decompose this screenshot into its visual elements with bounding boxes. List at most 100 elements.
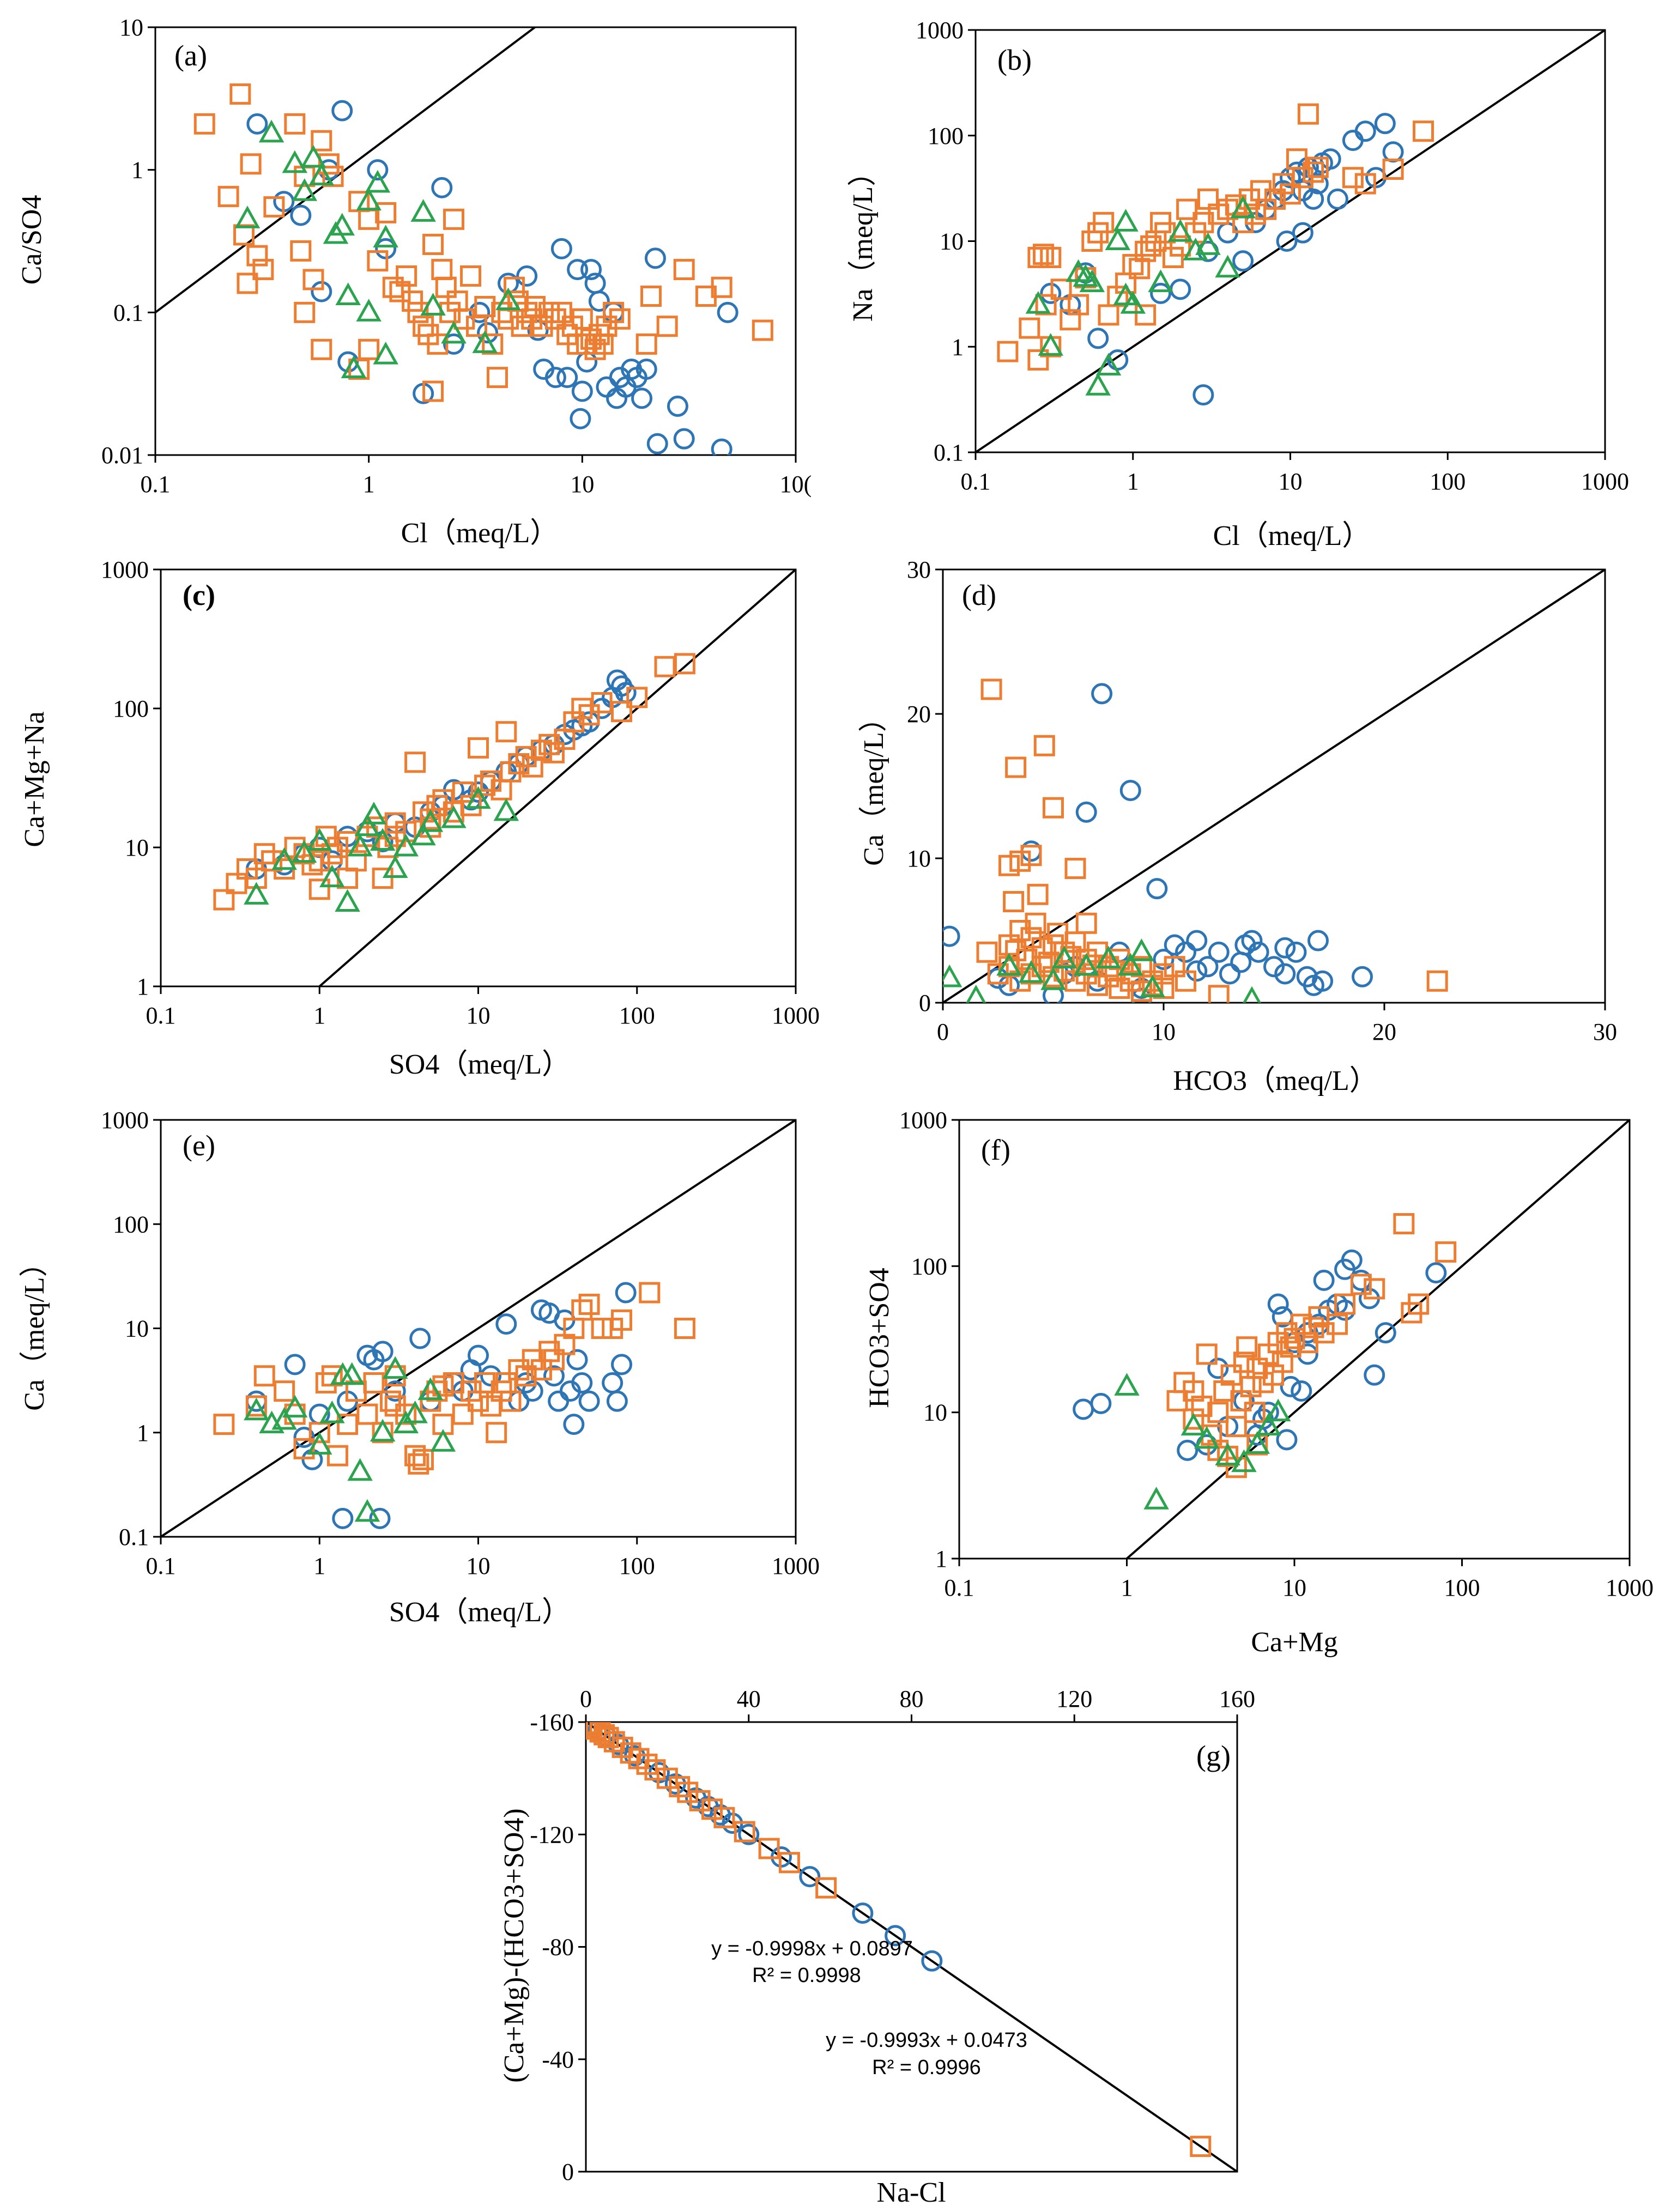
y-tick-label: 10: [940, 228, 964, 255]
x-tick-label: 0.1: [945, 1574, 974, 1601]
square-point: [348, 358, 370, 380]
circle-point: [431, 177, 453, 198]
square-point: [245, 1395, 267, 1417]
square-point: [439, 301, 461, 323]
square-point: [321, 1365, 343, 1387]
circle-point: [1276, 231, 1298, 252]
reference-line: [586, 1722, 1237, 2172]
square-point: [603, 301, 625, 323]
y-tick-label: 10: [125, 1316, 149, 1342]
square-point: [1236, 1336, 1258, 1358]
square-point: [778, 1852, 800, 1874]
square-point: [752, 319, 773, 341]
square-point: [318, 153, 340, 175]
square-point: [1393, 1213, 1415, 1235]
circle-point: [717, 301, 738, 323]
square-point: [408, 1453, 429, 1475]
square-point: [468, 737, 489, 759]
triangle-point: [420, 293, 446, 316]
triangle-point: [393, 1410, 419, 1434]
data-layer-a: [155, 27, 773, 455]
square-point: [284, 113, 306, 135]
x-axis-label: Ca+Mg: [1251, 1627, 1337, 1658]
x-axis-label: SO4（meq/L）: [389, 1597, 570, 1628]
square-point: [758, 1838, 780, 1859]
x-tick-label: 10: [1152, 1019, 1176, 1045]
circle-point: [367, 159, 389, 181]
y-tick-label: 30: [907, 556, 931, 583]
circle-point: [1208, 941, 1230, 963]
data-layer-b: [976, 30, 1605, 452]
circle-point: [885, 1925, 906, 1947]
x-tick-label: 10: [467, 1002, 491, 1029]
circle-point: [1292, 222, 1313, 244]
square-point: [308, 1422, 330, 1444]
triangle-point: [258, 119, 284, 143]
triangle-point: [282, 150, 308, 173]
y-tick-label: 0.1: [934, 439, 964, 466]
triangle-point: [1143, 1487, 1169, 1510]
circle-point: [852, 1902, 874, 1924]
triangle-point: [402, 1400, 428, 1423]
square-point: [367, 250, 389, 272]
square-point: [1064, 970, 1086, 992]
square-point: [435, 276, 457, 298]
square-point: [290, 240, 312, 262]
triangle-point: [1256, 1413, 1281, 1436]
triangle-point: [354, 1499, 380, 1522]
circle-point: [1313, 1269, 1335, 1291]
triangle-point: [465, 786, 491, 809]
triangle-point: [356, 187, 382, 211]
circle-point: [1280, 1375, 1301, 1397]
square-point: [294, 301, 316, 323]
square-point: [1164, 956, 1185, 978]
circle-point: [1153, 949, 1174, 970]
triangle-point: [1215, 1443, 1240, 1465]
y-tick-label: 100: [911, 1253, 947, 1280]
triangle-point: [365, 169, 391, 193]
square-point: [237, 272, 258, 294]
panel-label: (d): [962, 579, 996, 611]
panel-label: (a): [174, 39, 207, 72]
panel-c: 0.1 1 10 100 10001101001000(c)SO4（meq/L）Ca+M…: [19, 556, 820, 1080]
y-tick-label: 0.01: [101, 442, 143, 469]
triangle-point: [943, 964, 962, 987]
circle-point: [543, 1365, 565, 1387]
triangle-point: [373, 225, 398, 248]
triangle-point: [319, 1400, 345, 1423]
circle-point: [1164, 934, 1185, 956]
circle-point: [570, 408, 591, 429]
x-tick-label: 0.1: [961, 468, 991, 495]
triangle-point: [1194, 1426, 1220, 1449]
circle-point: [1352, 966, 1373, 987]
square-point: [253, 1365, 275, 1387]
circle-point: [527, 319, 549, 341]
circle-point: [571, 1372, 593, 1394]
y-tick-label: 10: [125, 834, 149, 861]
y-tick-label: 20: [907, 701, 931, 728]
square-point: [396, 265, 417, 287]
triangle-point: [306, 828, 332, 851]
square-point: [1162, 247, 1184, 269]
square-point: [311, 130, 332, 151]
x-axis-label: Na-Cl: [876, 2177, 946, 2208]
y-tick-label: -160: [530, 1709, 574, 1736]
triangle-point: [1095, 946, 1122, 968]
circle-point: [548, 1390, 570, 1412]
x-tick-label: 1: [1127, 468, 1139, 495]
square-point: [1196, 1343, 1218, 1365]
y-tick-label: -120: [530, 1821, 574, 1848]
square-point: [474, 296, 496, 318]
square-point: [1334, 1293, 1356, 1315]
square-point: [550, 301, 572, 323]
triangle-point: [1242, 986, 1262, 1003]
square-point: [412, 1449, 434, 1470]
circle-point: [293, 1427, 315, 1449]
triangle-point: [1183, 238, 1208, 260]
triangle-point: [382, 855, 408, 878]
y-tick-label: 1000: [101, 1107, 149, 1134]
y-tick-label: 0.1: [119, 1524, 149, 1550]
x-tick-label: 10: [1282, 1574, 1306, 1601]
y-tick-label: 1: [137, 1420, 149, 1446]
x-tick-label: 100: [1430, 468, 1466, 495]
